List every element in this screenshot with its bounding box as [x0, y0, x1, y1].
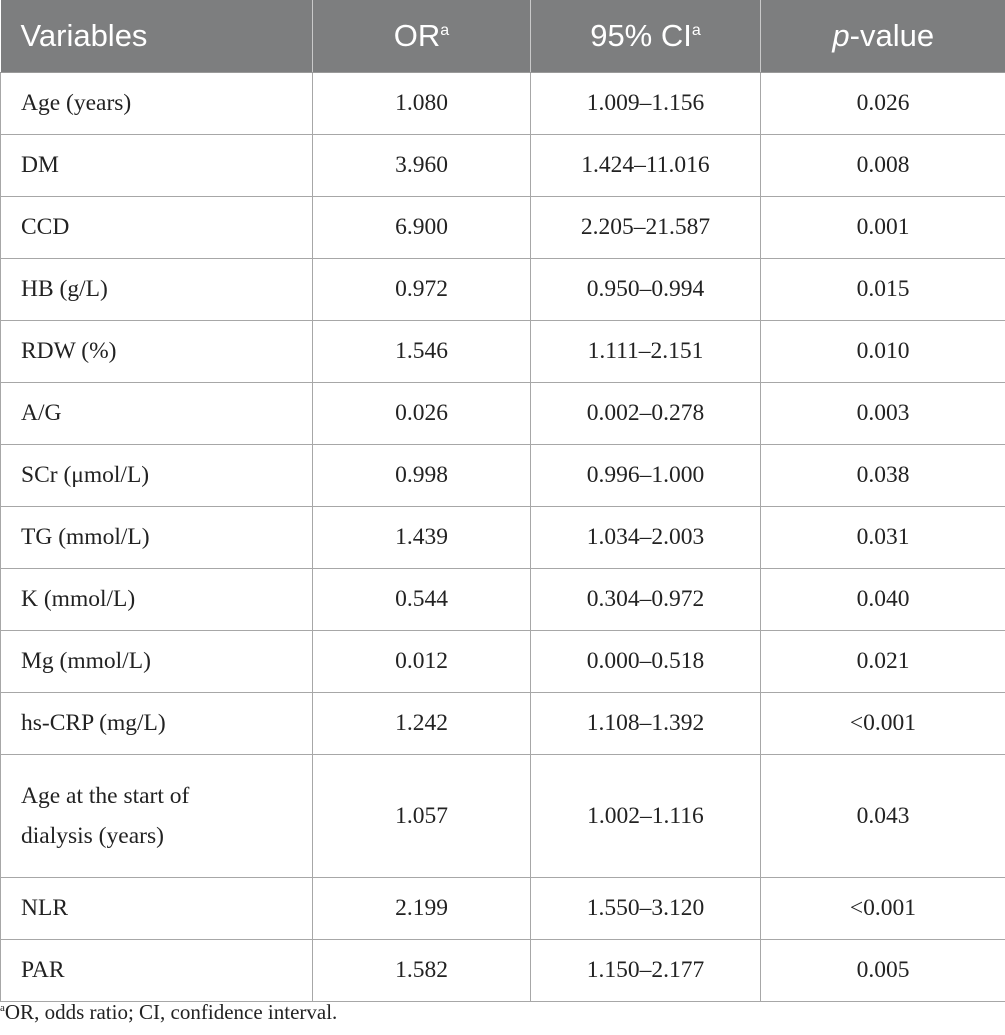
cell-variable: RDW (%) [0, 320, 313, 383]
cell-ci: 1.108–1.392 [530, 692, 761, 755]
cell-variable: Age (years) [0, 72, 313, 135]
cell-variable: K (mmol/L) [0, 568, 313, 631]
table-row: Age (years) 1.080 1.009–1.156 0.026 [0, 72, 1005, 135]
cell-p-value: 0.010 [760, 320, 1005, 383]
table-row: hs-CRP (mg/L) 1.242 1.108–1.392 <0.001 [0, 692, 1005, 755]
table-row: SCr (μmol/L) 0.998 0.996–1.000 0.038 [0, 444, 1005, 507]
header-p-suffix: -value [849, 18, 935, 53]
cell-p-value: <0.001 [760, 692, 1005, 755]
cell-or: 0.026 [312, 382, 531, 445]
cell-or: 1.439 [312, 506, 531, 569]
table-footnote: aOR, odds ratio; CI, confidence interval… [0, 1000, 337, 1025]
cell-p-value: 0.008 [760, 134, 1005, 197]
cell-variable: HB (g/L) [0, 258, 313, 321]
cell-or: 0.972 [312, 258, 531, 321]
cell-variable: TG (mmol/L) [0, 506, 313, 569]
header-or: ORa [312, 0, 531, 73]
table-row: TG (mmol/L) 1.439 1.034–2.003 0.031 [0, 506, 1005, 569]
table-row: NLR 2.199 1.550–3.120 <0.001 [0, 877, 1005, 940]
cell-or: 6.900 [312, 196, 531, 259]
cell-ci: 0.000–0.518 [530, 630, 761, 693]
table-row: RDW (%) 1.546 1.111–2.151 0.010 [0, 320, 1005, 383]
table-row: PAR 1.582 1.150–2.177 0.005 [0, 939, 1005, 1002]
table-row: A/G 0.026 0.002–0.278 0.003 [0, 382, 1005, 445]
cell-or: 0.998 [312, 444, 531, 507]
cell-ci: 0.304–0.972 [530, 568, 761, 631]
cell-variable: NLR [0, 877, 313, 940]
cell-ci: 1.002–1.116 [530, 754, 761, 878]
cell-variable: DM [0, 134, 313, 197]
header-or-footnote-marker: a [440, 22, 450, 39]
cell-p-value: 0.040 [760, 568, 1005, 631]
cell-variable: Mg (mmol/L) [0, 630, 313, 693]
footnote-text: OR, odds ratio; CI, confidence interval. [4, 1000, 338, 1024]
cell-p-value: 0.015 [760, 258, 1005, 321]
header-variables: Variables [0, 0, 313, 73]
cell-p-value: 0.026 [760, 72, 1005, 135]
cell-variable: Age at the start of dialysis (years) [0, 754, 313, 878]
cell-ci: 1.424–11.016 [530, 134, 761, 197]
header-or-label: OR [393, 18, 441, 53]
cell-p-value: <0.001 [760, 877, 1005, 940]
cell-variable: SCr (μmol/L) [0, 444, 313, 507]
cell-or: 1.080 [312, 72, 531, 135]
cell-or: 3.960 [312, 134, 531, 197]
cell-ci: 0.002–0.278 [530, 382, 761, 445]
cell-ci: 1.550–3.120 [530, 877, 761, 940]
cell-or: 0.012 [312, 630, 531, 693]
cell-variable-line1: Age at the start of [21, 783, 190, 809]
cell-or: 1.546 [312, 320, 531, 383]
cell-p-value: 0.038 [760, 444, 1005, 507]
cell-p-value: 0.021 [760, 630, 1005, 693]
cell-p-value: 0.005 [760, 939, 1005, 1002]
cell-p-value: 0.001 [760, 196, 1005, 259]
table-header: Variables ORa 95% CIa p-value [0, 0, 1005, 73]
cell-p-value: 0.003 [760, 382, 1005, 445]
table-row: HB (g/L) 0.972 0.950–0.994 0.015 [0, 258, 1005, 321]
cell-ci: 1.009–1.156 [530, 72, 761, 135]
cell-ci: 2.205–21.587 [530, 196, 761, 259]
regression-table-container: Variables ORa 95% CIa p-value Age (years… [0, 0, 1005, 1002]
table-body: Age (years) 1.080 1.009–1.156 0.026 DM 3… [0, 72, 1005, 1002]
cell-or: 1.242 [312, 692, 531, 755]
cell-ci: 1.034–2.003 [530, 506, 761, 569]
regression-table: Variables ORa 95% CIa p-value Age (years… [0, 0, 1005, 1002]
cell-ci: 1.150–2.177 [530, 939, 761, 1002]
cell-variable: A/G [0, 382, 313, 445]
cell-or: 1.582 [312, 939, 531, 1002]
cell-or: 1.057 [312, 754, 531, 878]
cell-variable-line2: dialysis (years) [21, 823, 164, 849]
cell-p-value: 0.031 [760, 506, 1005, 569]
header-variables-label: Variables [20, 18, 148, 53]
table-row: DM 3.960 1.424–11.016 0.008 [0, 134, 1005, 197]
cell-or: 2.199 [312, 877, 531, 940]
header-ci: 95% CIa [530, 0, 761, 73]
cell-ci: 1.111–2.151 [530, 320, 761, 383]
header-ci-label: 95% CI [590, 18, 692, 53]
cell-or: 0.544 [312, 568, 531, 631]
header-p-italic: p [832, 18, 850, 53]
cell-ci: 0.950–0.994 [530, 258, 761, 321]
cell-variable: CCD [0, 196, 313, 259]
cell-variable: PAR [0, 939, 313, 1002]
header-ci-footnote-marker: a [691, 22, 701, 39]
cell-ci: 0.996–1.000 [530, 444, 761, 507]
header-p-value: p-value [760, 0, 1005, 73]
table-row: K (mmol/L) 0.544 0.304–0.972 0.040 [0, 568, 1005, 631]
footnote-marker: a [0, 1002, 5, 1014]
cell-p-value: 0.043 [760, 754, 1005, 878]
table-row: CCD 6.900 2.205–21.587 0.001 [0, 196, 1005, 259]
table-row: Mg (mmol/L) 0.012 0.000–0.518 0.021 [0, 630, 1005, 693]
cell-variable: hs-CRP (mg/L) [0, 692, 313, 755]
table-row: Age at the start of dialysis (years) 1.05… [0, 754, 1005, 878]
header-row: Variables ORa 95% CIa p-value [0, 0, 1005, 73]
